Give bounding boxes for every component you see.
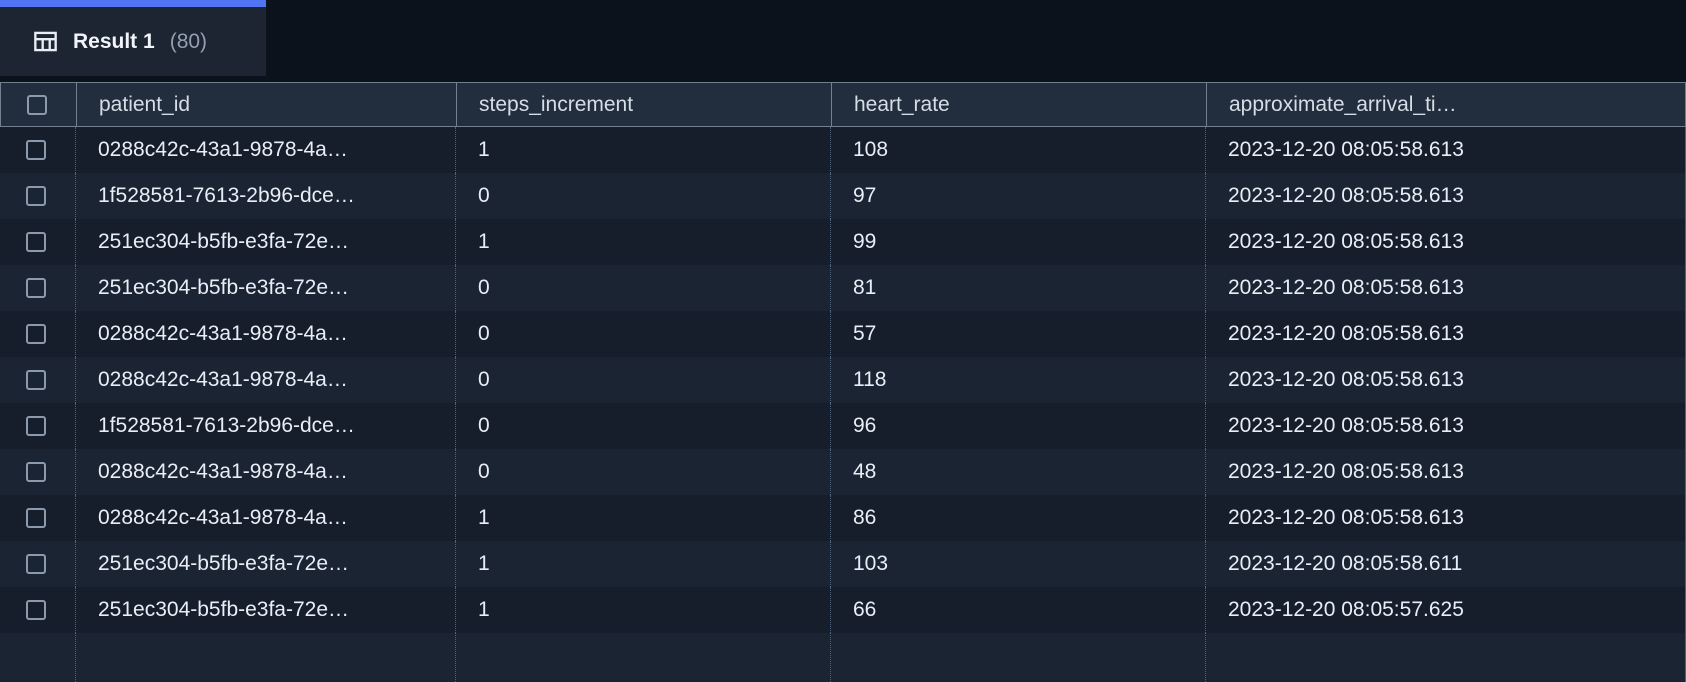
cell-heart-rate: 99 (830, 219, 1205, 265)
table-row: 0288c42c-43a1-9878-4a… 0 48 2023-12-20 0… (0, 449, 1685, 495)
cell-approximate-arrival-time: 2023-12-20 08:05:58.613 (1205, 311, 1685, 357)
cell-patient-id: 0288c42c-43a1-9878-4a… (75, 495, 455, 541)
cell-patient-id: 251ec304-b5fb-e3fa-72e… (75, 541, 455, 587)
select-all-header-cell (1, 83, 76, 126)
table-row: 0288c42c-43a1-9878-4a… 1 86 2023-12-20 0… (0, 495, 1685, 541)
cell-patient-id: 251ec304-b5fb-e3fa-72e… (75, 219, 455, 265)
cell-steps-increment: 0 (455, 173, 830, 219)
row-checkbox[interactable] (26, 278, 46, 298)
row-checkbox[interactable] (26, 186, 46, 206)
cell-steps-increment: 0 (455, 357, 830, 403)
table-header: patient_id steps_increment heart_rate ap… (0, 82, 1686, 127)
cell-heart-rate: 118 (830, 357, 1205, 403)
column-header-heart-rate[interactable]: heart_rate (831, 83, 1206, 126)
cell-steps-increment: 1 (455, 127, 830, 173)
cell-heart-rate: 48 (830, 449, 1205, 495)
column-header-steps-increment[interactable]: steps_increment (456, 83, 831, 126)
cell-approximate-arrival-time: 2023-12-20 08:05:58.613 (1205, 495, 1685, 541)
tab-label: Result 1 (73, 29, 155, 53)
cell-steps-increment: 0 (455, 403, 830, 449)
cell-heart-rate: 97 (830, 173, 1205, 219)
table-body: 0288c42c-43a1-9878-4a… 1 108 2023-12-20 … (0, 127, 1686, 682)
cell-patient-id: 0288c42c-43a1-9878-4a… (75, 311, 455, 357)
cell-steps-increment: 1 (455, 495, 830, 541)
tabs-bar: Result 1 (80) (0, 0, 1686, 82)
cell-steps-increment: 0 (455, 311, 830, 357)
table-row: 1f528581-7613-2b96-dce… 0 97 2023-12-20 … (0, 173, 1685, 219)
cell-heart-rate: 86 (830, 495, 1205, 541)
table-row: 251ec304-b5fb-e3fa-72e… 1 66 2023-12-20 … (0, 587, 1685, 633)
results-table: patient_id steps_increment heart_rate ap… (0, 82, 1686, 682)
row-checkbox[interactable] (26, 140, 46, 160)
cell-steps-increment: 1 (455, 219, 830, 265)
cell-approximate-arrival-time: 2023-12-20 08:05:57.625 (1205, 587, 1685, 633)
table-icon (33, 29, 58, 54)
row-checkbox[interactable] (26, 232, 46, 252)
cell-steps-increment: 1 (455, 541, 830, 587)
row-checkbox[interactable] (26, 324, 46, 344)
active-tab-indicator (0, 0, 266, 7)
cell-approximate-arrival-time: 2023-12-20 08:05:58.613 (1205, 357, 1685, 403)
row-checkbox[interactable] (26, 462, 46, 482)
cell-approximate-arrival-time: 2023-12-20 08:05:58.611 (1205, 541, 1685, 587)
cell-steps-increment: 1 (455, 587, 830, 633)
table-row: 251ec304-b5fb-e3fa-72e… 0 81 2023-12-20 … (0, 265, 1685, 311)
table-row-partial (0, 633, 1685, 682)
table-row: 251ec304-b5fb-e3fa-72e… 1 103 2023-12-20… (0, 541, 1685, 587)
cell-patient-id: 251ec304-b5fb-e3fa-72e… (75, 265, 455, 311)
cell-patient-id: 0288c42c-43a1-9878-4a… (75, 449, 455, 495)
cell-heart-rate: 96 (830, 403, 1205, 449)
tab-result-1[interactable]: Result 1 (80) (0, 0, 266, 76)
tab-result-count: (80) (169, 29, 208, 53)
cell-approximate-arrival-time: 2023-12-20 08:05:58.613 (1205, 449, 1685, 495)
column-header-patient-id[interactable]: patient_id (76, 83, 456, 126)
cell-approximate-arrival-time: 2023-12-20 08:05:58.613 (1205, 265, 1685, 311)
column-header-approximate-arrival-time[interactable]: approximate_arrival_ti… (1206, 83, 1685, 126)
cell-heart-rate: 81 (830, 265, 1205, 311)
cell-steps-increment: 0 (455, 265, 830, 311)
cell-patient-id: 251ec304-b5fb-e3fa-72e… (75, 587, 455, 633)
table-row: 1f528581-7613-2b96-dce… 0 96 2023-12-20 … (0, 403, 1685, 449)
table-row: 0288c42c-43a1-9878-4a… 0 57 2023-12-20 0… (0, 311, 1685, 357)
cell-heart-rate: 66 (830, 587, 1205, 633)
row-checkbox[interactable] (26, 600, 46, 620)
cell-steps-increment: 0 (455, 449, 830, 495)
row-checkbox[interactable] (26, 370, 46, 390)
cell-approximate-arrival-time: 2023-12-20 08:05:58.613 (1205, 403, 1685, 449)
table-row: 251ec304-b5fb-e3fa-72e… 1 99 2023-12-20 … (0, 219, 1685, 265)
cell-heart-rate: 57 (830, 311, 1205, 357)
table-row: 0288c42c-43a1-9878-4a… 0 118 2023-12-20 … (0, 357, 1685, 403)
row-checkbox[interactable] (26, 416, 46, 436)
select-all-checkbox[interactable] (27, 94, 47, 115)
cell-approximate-arrival-time: 2023-12-20 08:05:58.613 (1205, 127, 1685, 173)
cell-patient-id: 0288c42c-43a1-9878-4a… (75, 127, 455, 173)
cell-patient-id: 0288c42c-43a1-9878-4a… (75, 357, 455, 403)
row-checkbox[interactable] (26, 554, 46, 574)
cell-approximate-arrival-time: 2023-12-20 08:05:58.613 (1205, 173, 1685, 219)
cell-patient-id: 1f528581-7613-2b96-dce… (75, 173, 455, 219)
cell-approximate-arrival-time: 2023-12-20 08:05:58.613 (1205, 219, 1685, 265)
cell-heart-rate: 108 (830, 127, 1205, 173)
cell-patient-id: 1f528581-7613-2b96-dce… (75, 403, 455, 449)
row-checkbox[interactable] (26, 508, 46, 528)
cell-heart-rate: 103 (830, 541, 1205, 587)
table-row: 0288c42c-43a1-9878-4a… 1 108 2023-12-20 … (0, 127, 1685, 173)
